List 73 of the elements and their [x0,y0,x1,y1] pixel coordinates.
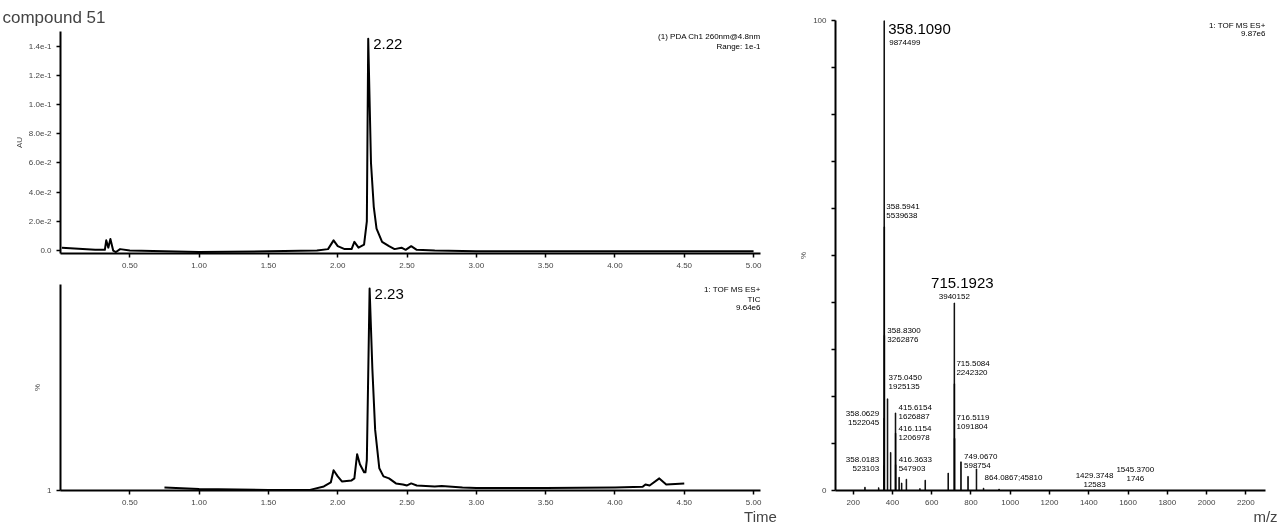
y-tick-label: 100 [813,16,828,25]
annotation: 375.0450 1925135 [888,373,923,392]
annotation: 715.1923 3940152 [931,273,994,302]
annotation: 715.5084 2242320 [956,359,991,378]
x-tick-label: 1.50 [260,260,277,270]
annotation: 2.22 [373,34,403,52]
y-tick-label: 6.0e-2 [28,158,53,168]
x-tick-label: 800 [964,497,979,507]
annotation: 716.5119 1091804 [956,412,990,431]
annotation: 416.1154 1206978 [898,423,932,442]
annotation: 9.87e6 [1241,28,1267,38]
annotation: 1429.3748 12583 [1075,470,1115,489]
x-tick-label: 2.50 [399,497,416,507]
annotation: 358.0183 523103 [845,455,880,474]
y-tick-label: 1.2e-1 [28,70,53,80]
x-tick-label: 2200 [1236,497,1256,507]
annotation: 864.0867;45810 [984,472,1043,482]
y-axis-title: AU [14,136,24,149]
annotation: 2.23 [374,284,404,302]
x-tick-label: 3.50 [537,497,554,507]
y-tick-label: 1.4e-1 [28,41,53,51]
x-tick-label: 1800 [1158,497,1177,507]
x-tick-label: 1.00 [191,260,208,270]
annotation: 1: TOF MS ES+ [703,284,761,294]
annotation: 9.64e6 [736,302,762,312]
x-tick-label: 5.00 [745,260,762,270]
y-axis-title: % [799,251,809,260]
annotation: 416.3633 547903 [898,455,933,474]
y-tick-label: 8.0e-2 [28,129,53,139]
x-tick-label: 400 [885,497,900,507]
annotation: 1: TOF MS ES+ [1208,20,1266,30]
x-tick-label: 600 [925,497,939,507]
annotation: 749.0670 598754 [963,452,998,471]
y-tick-label: 1.0e-1 [28,100,53,110]
y-tick-label: 0 [822,486,828,495]
x-tick-label: 2.00 [329,260,347,270]
x-tick-label: 4.50 [676,260,693,270]
annotation: 1545.3700 1746 [1116,465,1155,483]
x-tick-label: 1600 [1119,497,1138,507]
x-tick-label: 3.50 [537,260,554,270]
y-tick-label: 0.0 [40,246,53,256]
x-tick-label: 1200 [1040,497,1059,507]
x-axis-title: Time [744,507,777,525]
x-tick-label: 4.00 [607,260,624,270]
x-tick-label: 4.00 [607,497,624,507]
annotation: 358.5941 5539638 [886,202,921,221]
text: 1 [47,486,53,495]
x-tick-label: 4.50 [676,497,693,507]
x-axis-title: m/z [1253,507,1278,525]
x-tick-label: 0.50 [122,260,139,270]
y-tick-label: 2.0e-2 [28,216,53,226]
annotation: 358.8300 3262876 [887,325,922,344]
annotation: 358.0629 1522045 [845,408,880,427]
x-tick-label: 2.50 [399,260,416,270]
x-tick-label: 0.50 [122,497,139,507]
x-tick-label: 1000 [1001,497,1020,507]
annotation: TIC [747,294,761,304]
annotation: 358.1090 9874499 [888,19,951,47]
x-tick-label: 5.00 [745,497,762,507]
annotation: (1) PDA Ch1 260nm@4.8nm [658,31,761,41]
y-axis-title: % [33,383,43,392]
annotation: 415.6154 1626887 [898,403,933,422]
x-tick-label: 2.00 [329,497,347,507]
x-tick-label: 1400 [1079,497,1099,507]
annotation: Range: 1e-1 [716,41,762,51]
x-tick-label: 2000 [1197,497,1217,507]
x-tick-label: 3.00 [468,260,485,270]
x-tick-label: 1.50 [260,497,277,507]
x-tick-label: 200 [846,497,861,507]
chart-title: compound 51 [2,7,106,27]
x-tick-label: 1.00 [191,497,208,507]
x-tick-label: 3.00 [468,497,485,507]
y-tick-label: 4.0e-2 [28,187,53,197]
